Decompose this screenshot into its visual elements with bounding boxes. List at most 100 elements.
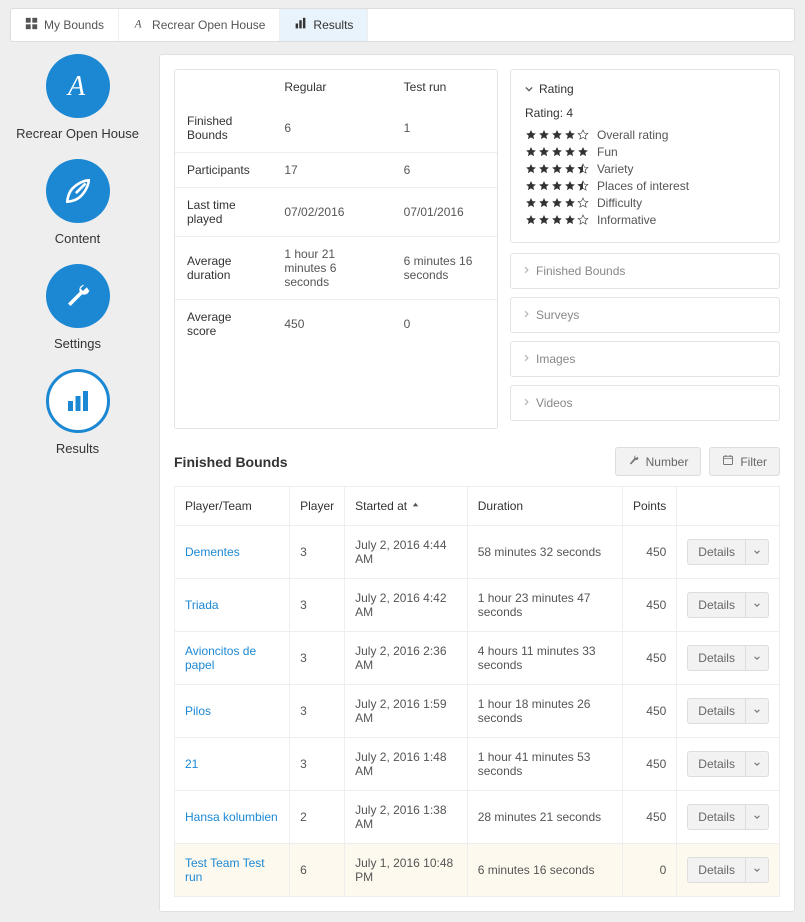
stats-regular: 17: [272, 153, 391, 188]
team-link[interactable]: Hansa kolumbien: [175, 791, 290, 844]
breadcrumb-my-bounds[interactable]: My Bounds: [11, 9, 119, 41]
rating-title: Rating: [539, 82, 574, 96]
button-label: Filter: [740, 455, 767, 469]
dropdown-toggle[interactable]: [745, 646, 768, 670]
points-cell: 450: [622, 526, 676, 579]
dropdown-toggle[interactable]: [745, 593, 768, 617]
dropdown-toggle[interactable]: [745, 752, 768, 776]
dropdown-toggle[interactable]: [745, 805, 768, 829]
rating-value: Rating: 4: [525, 106, 765, 120]
duration-cell: 4 hours 11 minutes 33 seconds: [467, 632, 622, 685]
dropdown-toggle[interactable]: [745, 540, 768, 564]
sidebar-item-project[interactable]: A Recrear Open House: [10, 54, 145, 141]
details-button[interactable]: Details: [687, 698, 769, 724]
rating-row: Difficulty: [525, 196, 765, 210]
sidebar-item-label: Recrear Open House: [16, 126, 139, 141]
accordion-images[interactable]: Images: [510, 341, 780, 377]
button-label: Number: [646, 455, 689, 469]
bar-chart-icon: [46, 369, 110, 433]
wrench-icon: [46, 264, 110, 328]
player-cell: 3: [290, 738, 345, 791]
breadcrumb: My Bounds A Recrear Open House Results: [10, 8, 795, 42]
team-link[interactable]: Dementes: [175, 526, 290, 579]
sidebar-item-results[interactable]: Results: [10, 369, 145, 456]
started-cell: July 2, 2016 1:38 AM: [345, 791, 468, 844]
details-button[interactable]: Details: [687, 751, 769, 777]
col-duration[interactable]: Duration: [467, 487, 622, 526]
breadcrumb-project[interactable]: A Recrear Open House: [119, 9, 280, 41]
star-rating: [525, 180, 589, 192]
stats-row: Average duration 1 hour 21 minutes 6 sec…: [175, 237, 497, 300]
team-link[interactable]: Test Team Test run: [175, 844, 290, 897]
chevron-down-icon: [525, 82, 533, 96]
dropdown-toggle[interactable]: [745, 858, 768, 882]
sidebar-item-content[interactable]: Content: [10, 159, 145, 246]
svg-text:A: A: [66, 71, 86, 102]
col-points[interactable]: Points: [622, 487, 676, 526]
star-rating: [525, 163, 589, 175]
sidebar-item-label: Content: [55, 231, 101, 246]
details-button[interactable]: Details: [687, 645, 769, 671]
details-button[interactable]: Details: [687, 539, 769, 565]
sidebar-item-settings[interactable]: Settings: [10, 264, 145, 351]
rating-row: Informative: [525, 213, 765, 227]
chevron-right-icon: [523, 308, 530, 322]
filter-button[interactable]: Filter: [709, 447, 780, 476]
team-link[interactable]: Triada: [175, 579, 290, 632]
details-button[interactable]: Details: [687, 857, 769, 883]
started-cell: July 1, 2016 10:48 PM: [345, 844, 468, 897]
sidebar: A Recrear Open House Content Settings Re…: [10, 54, 145, 912]
duration-cell: 28 minutes 21 seconds: [467, 791, 622, 844]
team-link[interactable]: Pilos: [175, 685, 290, 738]
accordion-label: Videos: [536, 396, 572, 410]
sidebar-item-label: Results: [56, 441, 99, 456]
grid-icon: [25, 17, 38, 33]
chevron-right-icon: [523, 396, 530, 410]
rating-label: Informative: [597, 213, 656, 227]
started-cell: July 2, 2016 4:42 AM: [345, 579, 468, 632]
col-team[interactable]: Player/Team: [175, 487, 290, 526]
duration-cell: 1 hour 41 minutes 53 seconds: [467, 738, 622, 791]
calendar-icon: [722, 454, 734, 469]
stats-testrun: 6 minutes 16 seconds: [392, 237, 497, 300]
dropdown-toggle[interactable]: [745, 699, 768, 723]
stats-label: Participants: [175, 153, 272, 188]
player-cell: 3: [290, 526, 345, 579]
started-cell: July 2, 2016 2:36 AM: [345, 632, 468, 685]
duration-cell: 6 minutes 16 seconds: [467, 844, 622, 897]
details-button[interactable]: Details: [687, 804, 769, 830]
team-link[interactable]: 21: [175, 738, 290, 791]
col-started[interactable]: Started at: [345, 487, 468, 526]
accordion-finished-bounds[interactable]: Finished Bounds: [510, 253, 780, 289]
points-cell: 450: [622, 738, 676, 791]
star-rating: [525, 214, 589, 226]
rating-row: Places of interest: [525, 179, 765, 193]
star-rating: [525, 129, 589, 141]
details-button[interactable]: Details: [687, 592, 769, 618]
table-row: 21 3 July 2, 2016 1:48 AM 1 hour 41 minu…: [175, 738, 780, 791]
sort-asc-icon: [411, 499, 420, 513]
player-cell: 6: [290, 844, 345, 897]
started-cell: July 2, 2016 1:48 AM: [345, 738, 468, 791]
accordion-videos[interactable]: Videos: [510, 385, 780, 421]
points-cell: 450: [622, 579, 676, 632]
table-row: Pilos 3 July 2, 2016 1:59 AM 1 hour 18 m…: [175, 685, 780, 738]
number-button[interactable]: Number: [615, 447, 702, 476]
team-link[interactable]: Avioncitos de papel: [175, 632, 290, 685]
breadcrumb-results[interactable]: Results: [280, 9, 368, 41]
button-label: Details: [688, 858, 745, 882]
table-row: Test Team Test run 6 July 1, 2016 10:48 …: [175, 844, 780, 897]
accordion-surveys[interactable]: Surveys: [510, 297, 780, 333]
col-player[interactable]: Player: [290, 487, 345, 526]
rating-label: Fun: [597, 145, 618, 159]
stats-testrun: 6: [392, 153, 497, 188]
star-rating: [525, 146, 589, 158]
player-cell: 3: [290, 579, 345, 632]
points-cell: 450: [622, 791, 676, 844]
stats-label: Finished Bounds: [175, 104, 272, 153]
script-a-icon: A: [46, 54, 110, 118]
sidebar-item-label: Settings: [54, 336, 101, 351]
stats-regular: 1 hour 21 minutes 6 seconds: [272, 237, 391, 300]
player-cell: 3: [290, 685, 345, 738]
stats-row: Last time played 07/02/2016 07/01/2016: [175, 188, 497, 237]
